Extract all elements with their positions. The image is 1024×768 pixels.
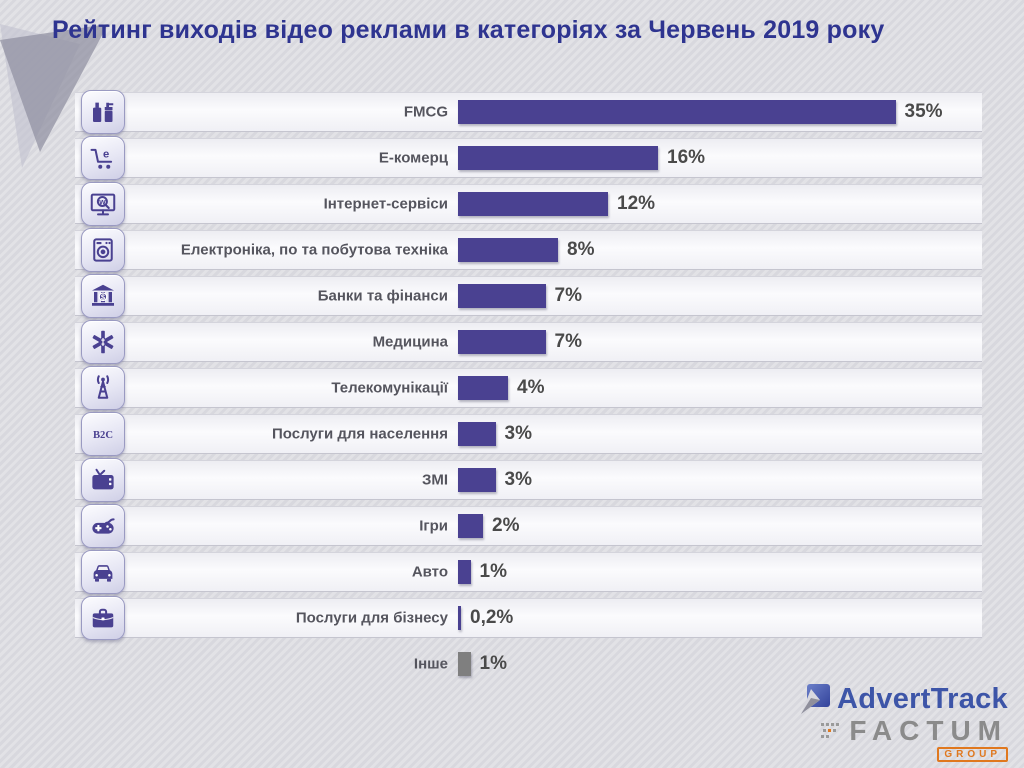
category-label: Банки та фінанси xyxy=(317,287,448,305)
value-label: 16% xyxy=(667,147,706,168)
bar-banks-finance xyxy=(458,284,546,308)
bar-games xyxy=(458,514,483,538)
adverttrack-logo-text: AdvertTrack xyxy=(837,682,1008,715)
bar-chart: FMCG 35% e Е-комерц 16% xyxy=(75,90,982,690)
bar-medicine xyxy=(458,330,546,354)
bar-media xyxy=(458,468,496,492)
value-label: 35% xyxy=(904,101,943,122)
ecommerce-cart-icon: e xyxy=(81,136,125,180)
chart-row: Електроніка, по та побутова техніка 8% xyxy=(75,228,982,272)
chart-row-other: Інше 1% xyxy=(75,644,982,684)
value-label: 12% xyxy=(617,193,656,214)
category-label: Послуги для бізнесу xyxy=(295,609,448,627)
chart-row: $ Банки та фінанси 7% xyxy=(75,274,982,318)
factum-logo-block: AdvertTrack FACTUM GROUP xyxy=(797,681,1008,762)
category-label: Інтернет-сервіси xyxy=(323,195,448,213)
category-label: FMCG xyxy=(403,103,448,121)
chart-row: FMCG 35% xyxy=(75,90,982,134)
bar-electronics xyxy=(458,238,558,262)
chart-row: Послуги для бізнесу 0,2% xyxy=(75,596,982,640)
adverttrack-logo-icon xyxy=(801,684,831,714)
value-label: 8% xyxy=(567,239,595,260)
chart-row: B2C Послуги для населення 3% xyxy=(75,412,982,456)
games-gamepad-icon xyxy=(81,504,125,548)
bar-telecom xyxy=(458,376,508,400)
chart-row: Телекомунікації 4% xyxy=(75,366,982,410)
chart-row: w Інтернет-сервіси 12% xyxy=(75,182,982,226)
bar-other xyxy=(458,652,471,676)
monitor-letter: w xyxy=(98,197,106,206)
bank-dollar-symbol: $ xyxy=(101,293,106,302)
b2c-label: B2C xyxy=(93,430,113,441)
chart-row: Медицина 7% xyxy=(75,320,982,364)
value-label: 7% xyxy=(554,331,582,352)
chart-row: Авто 1% xyxy=(75,550,982,594)
bar-business-services xyxy=(458,606,461,630)
cart-letter: e xyxy=(103,148,109,160)
category-label: Послуги для населення xyxy=(271,425,448,443)
factum-group-badge: GROUP xyxy=(937,747,1008,762)
category-label: Телекомунікації xyxy=(331,379,448,397)
value-label: 7% xyxy=(554,285,582,306)
media-tv-icon xyxy=(81,458,125,502)
bar-consumer-services xyxy=(458,422,496,446)
factum-group-text: GROUP xyxy=(944,749,1001,760)
category-label: Авто xyxy=(411,563,448,581)
business-briefcase-icon xyxy=(81,596,125,640)
auto-car-icon xyxy=(81,550,125,594)
category-label: Е-комерц xyxy=(378,149,448,167)
category-label: ЗМІ xyxy=(421,471,448,489)
telecom-tower-icon xyxy=(81,366,125,410)
bank-finance-icon: $ xyxy=(81,274,125,318)
page-title: Рейтинг виходів відео реклами в категорі… xyxy=(52,16,885,44)
category-label: Ігри xyxy=(419,517,448,535)
bar-ecommerce xyxy=(458,146,658,170)
bar-fmcg xyxy=(458,100,896,124)
internet-services-icon: w xyxy=(81,182,125,226)
fmcg-icon xyxy=(81,90,125,134)
b2c-icon: B2C xyxy=(81,412,125,456)
value-label: 0,2% xyxy=(470,607,514,628)
bar-auto xyxy=(458,560,471,584)
category-label: Інше xyxy=(413,655,448,673)
factum-dots-icon xyxy=(821,723,840,738)
value-label: 1% xyxy=(479,653,507,674)
category-label: Медицина xyxy=(372,333,448,351)
electronics-appliance-icon xyxy=(81,228,125,272)
bar-internet-services xyxy=(458,192,608,216)
medicine-icon xyxy=(81,320,125,364)
value-label: 2% xyxy=(492,515,520,536)
category-label: Електроніка, по та побутова техніка xyxy=(180,241,448,259)
factum-logo-text: FACTUM xyxy=(849,715,1008,746)
value-label: 1% xyxy=(479,561,507,582)
value-label: 3% xyxy=(504,469,532,490)
chart-row: Ігри 2% xyxy=(75,504,982,548)
chart-row: ЗМІ 3% xyxy=(75,458,982,502)
value-label: 4% xyxy=(517,377,545,398)
value-label: 3% xyxy=(504,423,532,444)
chart-row: e Е-комерц 16% xyxy=(75,136,982,180)
